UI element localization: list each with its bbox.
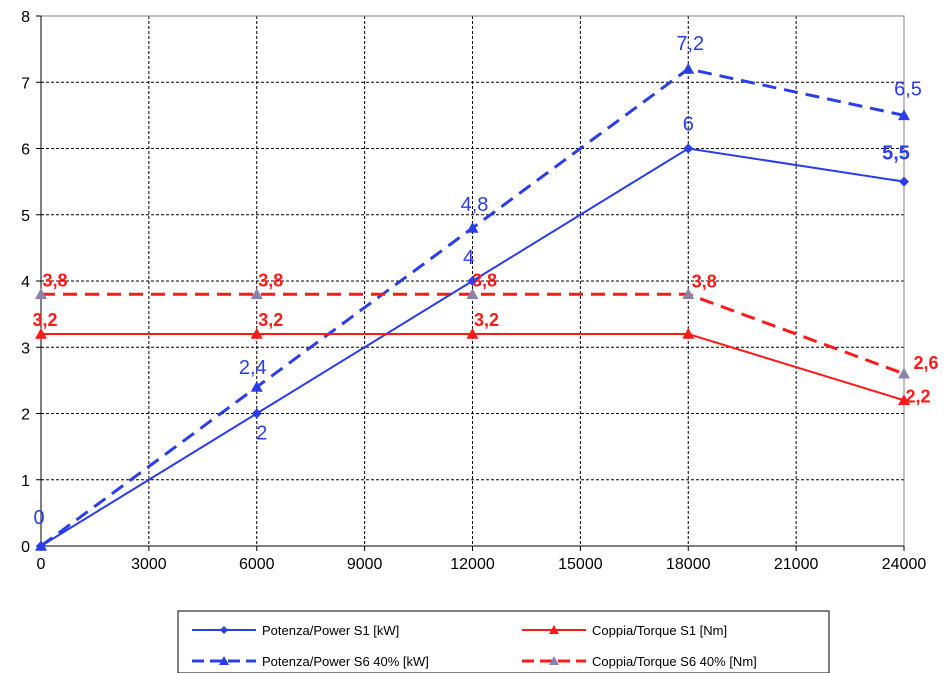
data-point bbox=[250, 328, 263, 339]
x-tick-label: 6000 bbox=[239, 556, 275, 573]
data-point bbox=[466, 222, 479, 233]
x-tick-label: 21000 bbox=[774, 556, 819, 573]
data-label: 7,2 bbox=[676, 33, 704, 55]
x-tick-label: 15000 bbox=[558, 556, 603, 573]
legend-marker bbox=[549, 656, 559, 665]
y-tick-label: 0 bbox=[21, 539, 30, 556]
data-point bbox=[898, 367, 910, 379]
legend-marker bbox=[220, 626, 228, 634]
data-point bbox=[250, 288, 263, 300]
data-label: 3,8 bbox=[472, 270, 497, 290]
data-point bbox=[466, 328, 479, 339]
y-tick-label: 7 bbox=[21, 75, 30, 92]
data-point bbox=[898, 394, 910, 406]
data-label: 3,2 bbox=[32, 310, 57, 330]
data-point bbox=[35, 288, 47, 300]
x-tick-label: 18000 bbox=[666, 556, 711, 573]
data-label: 3,8 bbox=[692, 271, 717, 291]
data-label: 2,2 bbox=[905, 386, 930, 406]
data-label: 3,8 bbox=[258, 270, 283, 290]
data-label: 6 bbox=[683, 114, 694, 136]
series bbox=[35, 63, 910, 551]
data-point bbox=[35, 328, 47, 339]
data-label: 6,5 bbox=[894, 78, 922, 100]
x-tick-label: 3000 bbox=[131, 556, 167, 573]
y-tick-label: 4 bbox=[21, 274, 30, 291]
data-point bbox=[250, 381, 263, 392]
data-point bbox=[683, 143, 694, 154]
y-tick-label: 5 bbox=[21, 208, 30, 225]
data-label: 3,8 bbox=[42, 270, 67, 290]
y-tick-label: 2 bbox=[21, 407, 30, 424]
data-point bbox=[467, 276, 478, 286]
data-point bbox=[898, 109, 910, 121]
data-label: 0 bbox=[33, 507, 44, 529]
legend-marker bbox=[549, 625, 559, 634]
x-tick-label: 9000 bbox=[347, 556, 383, 573]
legend-label: Coppia/Torque S1 [Nm] bbox=[592, 623, 727, 638]
data-point bbox=[899, 176, 909, 187]
data-label: 3,2 bbox=[258, 310, 283, 330]
data-label: 2 bbox=[256, 423, 267, 445]
legend-label: Potenza/Power S1 [kW] bbox=[262, 623, 399, 638]
data-point bbox=[682, 63, 695, 74]
data-labels: 0 2 4 6 5,5 3,2 3,2 3,2 2,2 2,4 4,8 7,2 6,5 3,8 3,8 3,8… bbox=[32, 33, 938, 529]
x-tick-label: 12000 bbox=[450, 556, 495, 573]
y-tick-label: 3 bbox=[21, 340, 30, 357]
y-tick-label: 6 bbox=[21, 142, 30, 159]
legend-label: Coppia/Torque S6 40% [Nm] bbox=[592, 654, 757, 669]
legend-label: Potenza/Power S6 40% [kW] bbox=[262, 654, 429, 669]
x-tick-label: 0 bbox=[37, 556, 46, 573]
x-tick-label: 24000 bbox=[882, 556, 927, 573]
data-label: 3,2 bbox=[474, 310, 499, 330]
y-tick-label: 8 bbox=[21, 9, 30, 26]
y-tick-label: 1 bbox=[21, 473, 30, 490]
data-label: 2,4 bbox=[239, 357, 267, 379]
legend: Potenza/Power S1 [kW] Coppia/Torque S1 [N… bbox=[177, 610, 830, 673]
legend-box bbox=[177, 610, 830, 673]
data-label: 2,6 bbox=[913, 353, 938, 373]
axes: 0 3000 6000 9000 12000 15000 18000 21000 2400001… bbox=[21, 9, 926, 573]
data-point bbox=[682, 328, 695, 339]
data-point bbox=[466, 288, 479, 300]
data-point bbox=[36, 541, 46, 551]
legend-marker bbox=[219, 656, 229, 665]
data-label: 4,8 bbox=[461, 194, 489, 216]
data-point bbox=[682, 288, 695, 300]
data-label: 4 bbox=[463, 247, 474, 269]
data-label: 5,5 bbox=[882, 143, 910, 165]
data-point bbox=[251, 408, 262, 419]
